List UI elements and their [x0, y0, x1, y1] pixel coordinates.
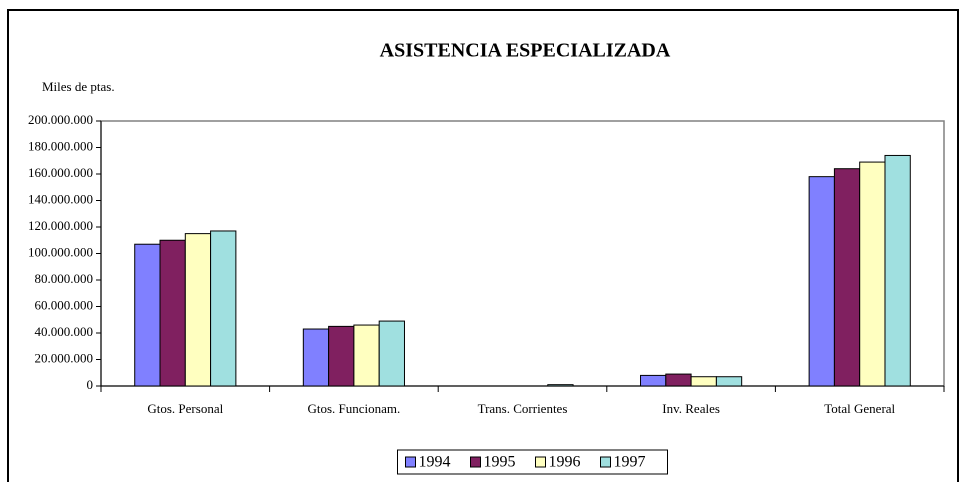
bar [184, 233, 212, 387]
chart-title: ASISTENCIA ESPECIALIZADA [380, 40, 671, 62]
bar [378, 320, 405, 387]
bar [328, 325, 355, 387]
bar [833, 168, 861, 387]
y-tick-label: 60.000.000 [35, 297, 94, 312]
bar [547, 384, 574, 387]
legend-swatch [470, 456, 481, 468]
legend-label: 1995 [484, 454, 516, 471]
y-tick-label: 40.000.000 [35, 324, 94, 339]
bar [665, 373, 692, 387]
y-tick-label: 180.000.000 [28, 138, 93, 153]
y-tick-label: 80.000.000 [35, 271, 94, 286]
bar [159, 239, 186, 387]
legend-label: 1997 [614, 454, 646, 471]
y-tick-label: 200.000.000 [28, 112, 93, 127]
y-tick-label: 100.000.000 [28, 244, 93, 259]
x-tick-label: Gtos. Personal [147, 401, 223, 416]
bar [859, 161, 886, 387]
y-tick-label: 20.000.000 [35, 350, 94, 365]
x-tick-label: Inv. Reales [662, 401, 720, 416]
y-tick-label: 140.000.000 [28, 191, 93, 206]
y-tick-label: 0 [87, 377, 94, 392]
bar [353, 324, 380, 387]
legend-label: 1994 [419, 454, 451, 471]
legend-swatch [535, 456, 546, 468]
frame [7, 9, 959, 482]
legend-swatch [600, 456, 611, 468]
x-tick-label: Total General [824, 401, 895, 416]
bar [690, 376, 717, 387]
bar [134, 243, 161, 387]
x-tick-label: Trans. Corrientes [478, 401, 568, 416]
y-tick-label: 160.000.000 [28, 165, 93, 180]
legend-box [397, 449, 668, 475]
x-tick-label: Gtos. Funcionam. [307, 401, 400, 416]
legend-label: 1996 [549, 454, 581, 471]
bar [210, 230, 237, 387]
bar [715, 376, 743, 387]
bar [640, 374, 667, 387]
bar [808, 176, 835, 387]
y-tick-label: 120.000.000 [28, 218, 93, 233]
bar [302, 328, 330, 387]
legend-swatch [405, 456, 416, 468]
bar [884, 154, 911, 387]
y-axis-label: Miles de ptas. [42, 79, 115, 94]
